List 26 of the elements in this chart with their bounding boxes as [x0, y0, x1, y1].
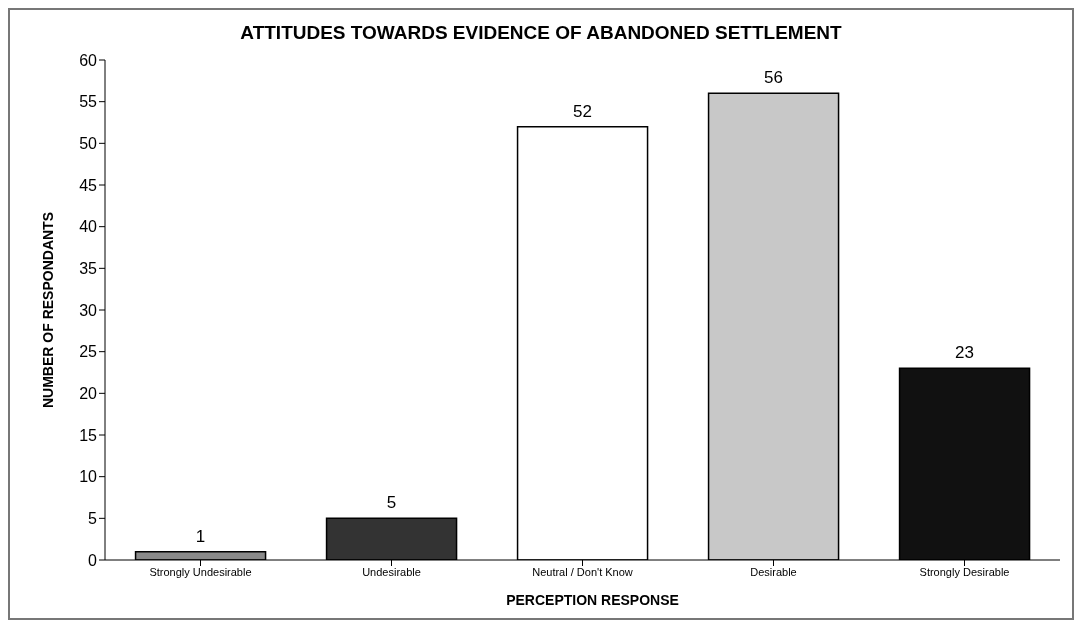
y-tick-label: 50: [79, 135, 98, 153]
x-tick-label: Neutral / Don't Know: [532, 565, 633, 578]
y-tick-label: 10: [79, 468, 98, 486]
y-tick-label: 20: [79, 385, 98, 403]
y-tick-label: 15: [79, 426, 98, 444]
data-label: 1: [195, 526, 206, 546]
data-label: 23: [955, 343, 975, 363]
x-axis-title: PERCEPTION RESPONSE: [505, 592, 680, 608]
y-tick-label: 35: [79, 260, 98, 278]
data-label: 52: [573, 101, 593, 121]
y-axis-title: NUMBER OF RESPONDANTS: [40, 211, 56, 409]
x-tick-label: Desirable: [750, 565, 797, 578]
y-tick-label: 5: [88, 510, 98, 528]
x-tick-label: Strongly Desirable: [919, 565, 1010, 578]
y-tick-label: 0: [88, 551, 98, 569]
y-tick-label: 60: [79, 51, 98, 69]
y-tick-label: 55: [79, 93, 98, 111]
y-tick-label: 30: [79, 301, 98, 319]
y-tick-label: 45: [79, 176, 98, 194]
y-tick-label: 25: [79, 343, 98, 361]
data-label: 5: [386, 493, 397, 513]
data-label: 56: [764, 68, 784, 88]
chart-title: ATTITUDES TOWARDS EVIDENCE OF ABANDONED SETTLEMENT: [239, 22, 843, 44]
y-tick-label: 40: [79, 218, 98, 236]
x-tick-label: Undesirable: [362, 565, 421, 578]
x-tick-label: Strongly Undesirable: [149, 565, 252, 578]
